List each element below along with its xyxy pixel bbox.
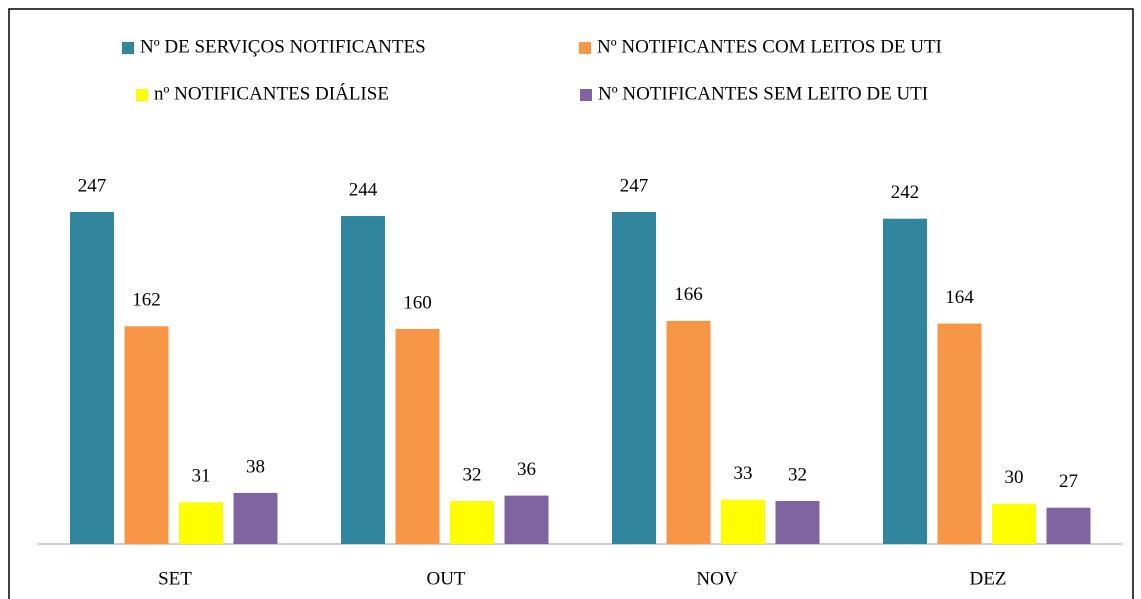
data-label: 166 (674, 284, 703, 305)
data-label: 30 (1005, 467, 1024, 488)
bar (179, 502, 223, 544)
data-label: 38 (246, 456, 265, 477)
bar (70, 212, 114, 544)
data-label: 32 (788, 464, 807, 485)
x-tick-label: OUT (426, 568, 465, 589)
data-label: 164 (945, 287, 974, 308)
bar (666, 320, 711, 544)
data-label: 162 (132, 290, 161, 311)
bar (341, 216, 385, 544)
bar (450, 500, 494, 544)
legend-swatch (580, 89, 592, 101)
legend-swatch (136, 89, 148, 101)
data-label: 242 (891, 182, 920, 203)
bar (883, 218, 927, 544)
bar (937, 323, 982, 544)
data-label: 160 (403, 292, 432, 313)
data-label: 247 (78, 175, 107, 196)
data-label: 31 (192, 466, 211, 487)
bar (233, 492, 278, 544)
data-label: 27 (1059, 471, 1078, 492)
x-tick-label: DEZ (970, 568, 1007, 589)
bar (992, 503, 1036, 544)
legend-swatch (122, 42, 134, 54)
bar (612, 212, 656, 544)
bar (775, 500, 820, 544)
data-label: 244 (349, 179, 378, 200)
data-label: 32 (463, 464, 482, 485)
legend-label: Nº NOTIFICANTES SEM LEITO DE UTI (598, 83, 928, 104)
bar (721, 499, 765, 544)
x-tick-label: NOV (696, 568, 737, 589)
legend-swatch (579, 42, 591, 54)
data-label: 33 (734, 463, 753, 484)
data-label: 247 (620, 175, 649, 196)
legend-label: Nº DE SERVIÇOS NOTIFICANTES (140, 36, 426, 57)
bar (1046, 507, 1091, 544)
x-tick-label: SET (158, 568, 192, 589)
legend-label: Nº NOTIFICANTES COM LEITOS DE UTI (597, 36, 942, 57)
bar (124, 326, 169, 544)
legend-label: nº NOTIFICANTES DIÁLISE (154, 82, 389, 104)
data-label: 36 (517, 459, 536, 480)
bar (395, 328, 440, 544)
bar (504, 495, 549, 544)
